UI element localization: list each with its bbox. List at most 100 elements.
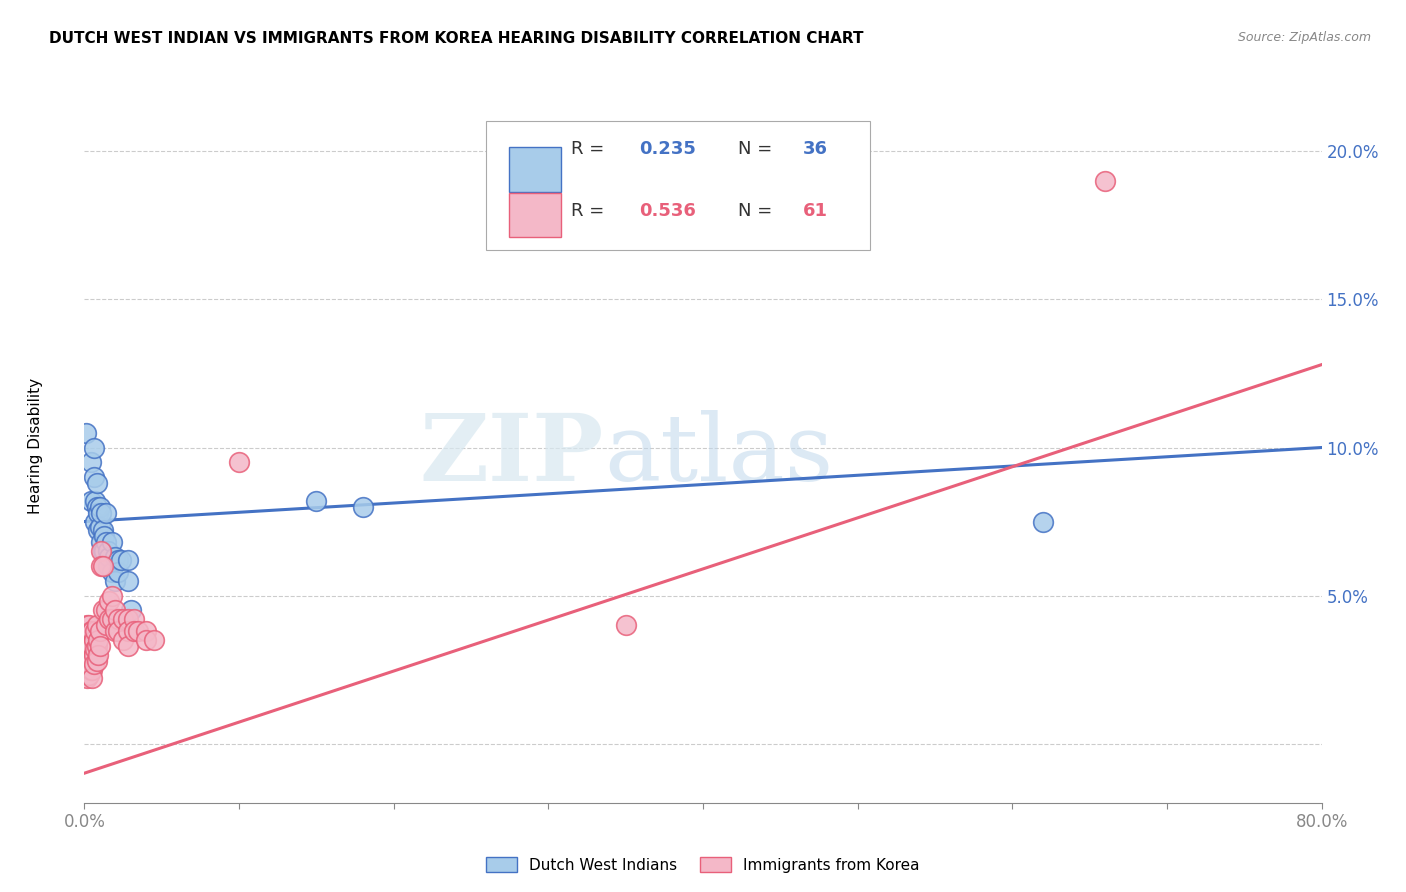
Point — [96, 544, 118, 558]
Point — [110, 553, 132, 567]
Point — [96, 558, 118, 573]
Point — [86, 618, 108, 632]
Point — [104, 624, 127, 638]
FancyBboxPatch shape — [509, 147, 561, 192]
Point — [82, 663, 104, 677]
Point — [77, 618, 100, 632]
Point — [117, 612, 139, 626]
Point — [143, 632, 166, 647]
Point — [107, 553, 129, 567]
Point — [112, 612, 135, 626]
Text: R =: R = — [571, 202, 610, 219]
Point — [87, 506, 110, 520]
Point — [91, 544, 114, 558]
Point — [83, 657, 105, 671]
Point — [117, 624, 139, 638]
Point — [89, 624, 111, 638]
Point — [122, 612, 145, 626]
Point — [1032, 515, 1054, 529]
Point — [84, 515, 107, 529]
Point — [104, 574, 127, 588]
Point — [98, 594, 121, 608]
Point — [79, 624, 101, 638]
Point — [75, 648, 97, 662]
Text: N =: N = — [738, 140, 778, 158]
Point — [82, 624, 104, 638]
Point — [93, 529, 115, 543]
Point — [127, 624, 149, 638]
Point — [94, 603, 117, 617]
Point — [91, 524, 114, 538]
Point — [117, 639, 139, 653]
Point — [79, 493, 101, 508]
Point — [104, 550, 127, 565]
Point — [117, 574, 139, 588]
Point — [107, 565, 129, 579]
Point — [107, 624, 129, 638]
Point — [82, 639, 104, 653]
Point — [305, 493, 328, 508]
Point — [75, 632, 97, 647]
Text: Source: ZipAtlas.com: Source: ZipAtlas.com — [1237, 31, 1371, 45]
Point — [83, 441, 105, 455]
Text: 61: 61 — [803, 202, 828, 219]
Point — [86, 639, 108, 653]
Point — [135, 632, 157, 647]
Point — [86, 500, 108, 514]
Point — [352, 500, 374, 514]
Point — [79, 663, 101, 677]
Point — [101, 589, 124, 603]
Point — [91, 603, 114, 617]
Point — [84, 641, 107, 656]
Point — [86, 654, 108, 668]
Point — [101, 535, 124, 549]
Point — [90, 535, 112, 549]
Text: atlas: atlas — [605, 410, 834, 500]
Point — [76, 654, 98, 668]
Point — [117, 553, 139, 567]
Point — [77, 632, 100, 647]
Point — [90, 558, 112, 573]
Point — [98, 612, 121, 626]
Point — [89, 520, 111, 534]
Text: N =: N = — [738, 202, 778, 219]
Point — [75, 663, 97, 677]
Point — [107, 612, 129, 626]
Point — [94, 535, 117, 549]
Point — [90, 544, 112, 558]
Point — [89, 639, 111, 653]
Point — [84, 493, 107, 508]
Point — [94, 506, 117, 520]
Text: 0.536: 0.536 — [638, 202, 696, 219]
Point — [1094, 174, 1116, 188]
Text: Hearing Disability: Hearing Disability — [28, 378, 42, 514]
FancyBboxPatch shape — [509, 193, 561, 237]
Point — [79, 639, 101, 653]
Point — [135, 624, 157, 638]
Point — [84, 624, 107, 638]
Text: 36: 36 — [803, 140, 828, 158]
Point — [76, 663, 98, 677]
Point — [82, 654, 104, 668]
Point — [89, 500, 111, 514]
Point — [77, 648, 100, 662]
Point — [90, 506, 112, 520]
Point — [87, 524, 110, 538]
Point — [79, 455, 101, 469]
Point — [79, 654, 101, 668]
Point — [120, 603, 142, 617]
Point — [122, 624, 145, 638]
Point — [98, 550, 121, 565]
Point — [101, 565, 124, 579]
Point — [76, 672, 98, 686]
Point — [77, 668, 100, 682]
Point — [83, 470, 105, 484]
Text: 0.235: 0.235 — [638, 140, 696, 158]
Point — [87, 632, 110, 647]
Point — [104, 603, 127, 617]
Point — [228, 455, 250, 469]
Point — [93, 544, 115, 558]
FancyBboxPatch shape — [486, 121, 870, 250]
Point — [86, 476, 108, 491]
Point — [83, 632, 105, 647]
